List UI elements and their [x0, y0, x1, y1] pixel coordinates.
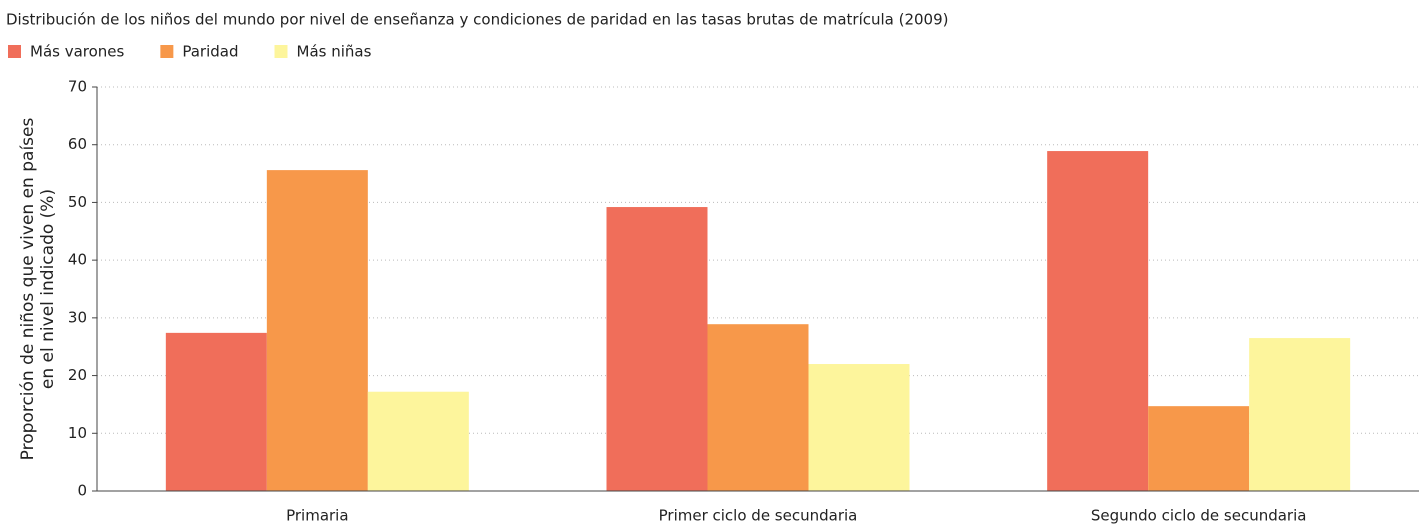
bar — [266, 170, 368, 491]
bar — [367, 391, 469, 491]
bar — [1148, 406, 1250, 491]
bar — [707, 324, 809, 491]
x-tick-label: Primaria — [286, 507, 348, 525]
legend-label: Paridad — [182, 43, 238, 61]
bar — [1249, 338, 1351, 491]
bar — [1047, 151, 1149, 491]
legend-label: Más varones — [30, 43, 125, 61]
legend-swatch — [274, 45, 288, 58]
legend-label: Más niñas — [297, 43, 372, 61]
chart-title: Distribución de los niños del mundo por … — [6, 11, 949, 29]
bar — [606, 207, 708, 491]
legend-swatch — [160, 45, 174, 58]
y-tick-label: 20 — [68, 366, 87, 384]
x-tick-label: Segundo ciclo de secundaria — [1091, 507, 1307, 525]
legend-swatch — [8, 45, 21, 58]
y-tick-label: 50 — [68, 193, 87, 211]
y-tick-label: 70 — [68, 78, 87, 96]
bar — [808, 364, 910, 491]
bar — [165, 332, 267, 491]
y-tick-label: 40 — [68, 251, 87, 269]
y-tick-label: 60 — [68, 135, 87, 153]
y-tick-label: 30 — [68, 308, 87, 326]
y-tick-label: 10 — [68, 424, 87, 442]
y-axis-label: Proporción de niños que viven en países — [18, 118, 38, 461]
x-tick-label: Primer ciclo de secundaria — [659, 507, 858, 525]
y-tick-label: 0 — [77, 482, 87, 500]
y-axis-label: en el nivel indicado (%) — [38, 189, 58, 389]
